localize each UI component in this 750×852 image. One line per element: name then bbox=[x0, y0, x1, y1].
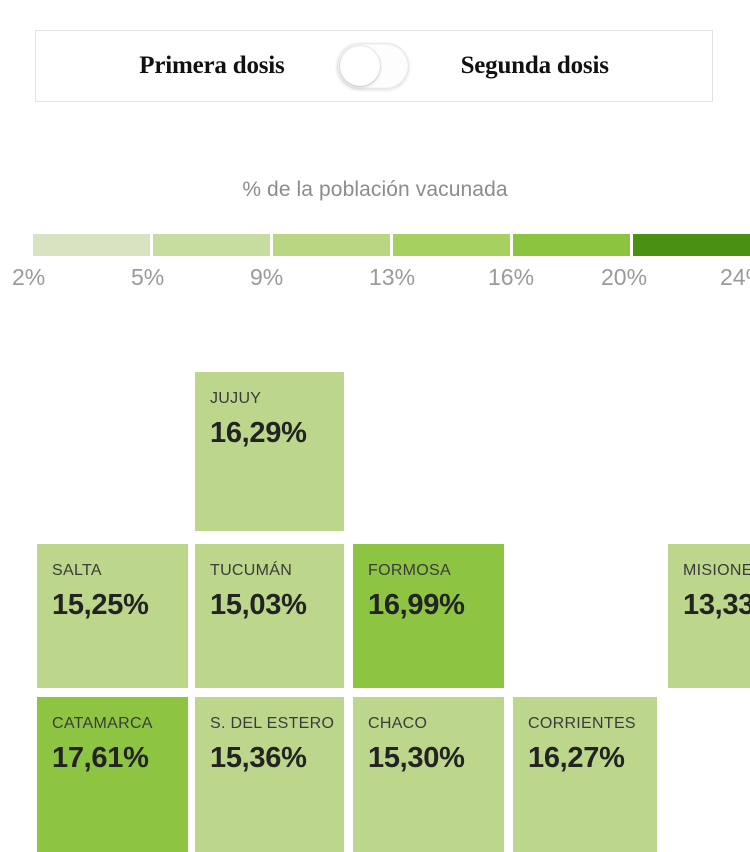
province-tile-value: 17,61% bbox=[52, 741, 149, 774]
toggle-label-primera-dosis[interactable]: Primera dosis bbox=[139, 52, 285, 79]
legend-swatch-2 bbox=[273, 234, 390, 256]
legend-swatch-3 bbox=[393, 234, 510, 256]
legend-swatch-0 bbox=[33, 234, 150, 256]
province-tile-name: TUCUMÁN bbox=[210, 562, 293, 579]
province-tile[interactable]: CORRIENTES 16,27% bbox=[513, 697, 657, 852]
toggle-label-segunda-dosis[interactable]: Segunda dosis bbox=[460, 52, 609, 79]
legend-tick-4: 16% bbox=[488, 264, 535, 290]
province-tile[interactable]: CHACO 15,30% bbox=[353, 697, 504, 852]
province-tile-value: 15,30% bbox=[368, 741, 465, 774]
province-tile-name: CATAMARCA bbox=[52, 715, 153, 732]
province-tile-name: FORMOSA bbox=[368, 562, 451, 579]
province-tile-name: JUJUY bbox=[210, 390, 262, 407]
province-tile-name: CORRIENTES bbox=[528, 715, 636, 732]
legend-color-scale bbox=[33, 234, 750, 256]
legend-tick-0: 2% bbox=[12, 264, 46, 290]
dose-toggle-bar[interactable]: Primera dosis Segunda dosis bbox=[35, 30, 713, 102]
legend: % de la población vacunada 2% 5% 9% 13% 16% 2… bbox=[0, 178, 750, 290]
toggle-knob[interactable] bbox=[339, 46, 380, 86]
dose-toggle-switch[interactable] bbox=[336, 43, 409, 89]
province-tile-value: 15,03% bbox=[210, 588, 307, 621]
province-tile-value: 16,99% bbox=[368, 588, 465, 621]
legend-tick-2: 9% bbox=[250, 264, 284, 290]
province-tile-name: SALTA bbox=[52, 562, 102, 579]
legend-tick-labels: 2% 5% 9% 13% 16% 20% 24% bbox=[0, 264, 750, 292]
legend-swatch-1 bbox=[153, 234, 270, 256]
province-tile[interactable]: TUCUMÁN 15,03% bbox=[195, 544, 344, 688]
province-tile-value: 16,27% bbox=[528, 741, 625, 774]
legend-tick-3: 13% bbox=[369, 264, 416, 290]
province-tile[interactable]: S. DEL ESTERO 15,36% bbox=[195, 697, 344, 852]
legend-tick-6: 24% bbox=[720, 264, 750, 290]
province-tile[interactable]: CATAMARCA 17,61% bbox=[37, 697, 188, 852]
province-tile-name: MISIONES bbox=[683, 562, 750, 579]
province-tile[interactable]: FORMOSA 16,99% bbox=[353, 544, 504, 688]
province-tile-value: 15,25% bbox=[52, 588, 149, 621]
province-tile[interactable]: SALTA 15,25% bbox=[37, 544, 188, 688]
legend-title: % de la población vacunada bbox=[242, 178, 508, 201]
legend-swatch-5 bbox=[633, 234, 750, 256]
province-tile-name: S. DEL ESTERO bbox=[210, 715, 335, 732]
legend-tick-1: 5% bbox=[131, 264, 165, 290]
province-tile[interactable]: MISIONES 13,33% bbox=[668, 544, 750, 688]
province-tile-value: 15,36% bbox=[210, 741, 307, 774]
legend-swatch-4 bbox=[513, 234, 630, 256]
province-tile-name: CHACO bbox=[368, 715, 428, 732]
legend-tick-5: 20% bbox=[601, 264, 648, 290]
province-tile[interactable]: JUJUY 16,29% bbox=[195, 372, 344, 531]
province-tile-value: 16,29% bbox=[210, 416, 307, 449]
province-tile-value: 13,33% bbox=[683, 588, 750, 621]
